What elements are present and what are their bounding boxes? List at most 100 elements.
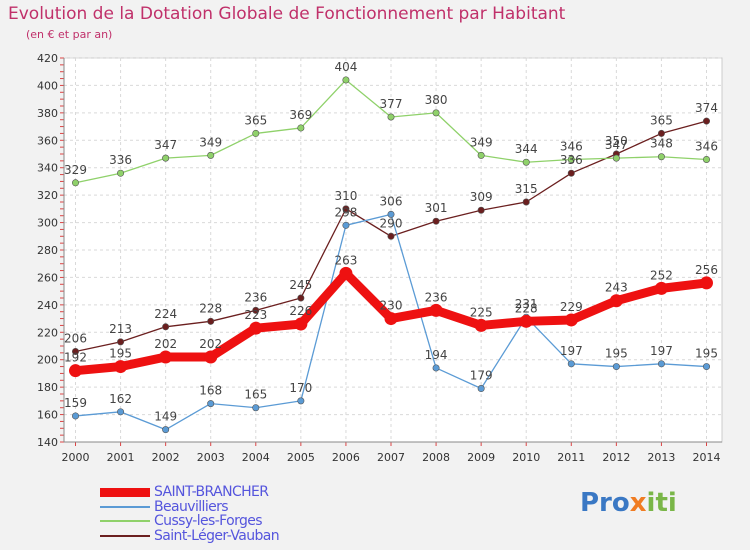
data-point-saint-leger-vauban — [567, 169, 575, 177]
data-label-beauvilliers: 197 — [560, 344, 583, 358]
legend-item-cussy-les-forges: Cussy-les-Forges — [100, 514, 279, 529]
data-label-cussy-les-forges: 349 — [199, 135, 222, 149]
legend-swatch — [100, 534, 150, 537]
legend-label: SAINT-BRANCHER — [154, 484, 269, 501]
data-label-saint-leger-vauban: 309 — [470, 190, 493, 204]
legend-swatch — [100, 487, 150, 497]
x-tick-label: 2005 — [287, 451, 315, 464]
y-tick-label: 240 — [37, 299, 58, 312]
data-point-saint-leger-vauban — [207, 317, 215, 325]
data-label-beauvilliers: 306 — [380, 194, 403, 208]
data-label-cussy-les-forges: 347 — [605, 138, 628, 152]
data-point-saint-brancher — [339, 266, 353, 280]
data-point-cussy-les-forges — [72, 179, 80, 187]
x-tick-label: 2010 — [512, 451, 540, 464]
chart-title: Evolution de la Dotation Globale de Fonc… — [8, 4, 566, 24]
data-point-beauvilliers — [342, 221, 350, 229]
data-label-beauvilliers: 298 — [334, 205, 357, 219]
legend-item-saint-brancher: SAINT-BRANCHER — [100, 485, 279, 500]
y-tick-label: 300 — [37, 217, 58, 230]
data-label-beauvilliers: 197 — [650, 344, 673, 358]
data-label-saint-brancher: 192 — [64, 351, 87, 365]
data-point-beauvilliers — [702, 363, 710, 371]
data-point-cussy-les-forges — [657, 153, 665, 161]
data-label-saint-leger-vauban: 290 — [380, 216, 403, 230]
data-label-saint-leger-vauban: 245 — [289, 278, 312, 292]
y-tick-label: 140 — [37, 436, 58, 449]
data-label-saint-leger-vauban: 350 — [605, 134, 628, 148]
data-point-cussy-les-forges — [567, 155, 575, 163]
data-label-cussy-les-forges: 336 — [109, 153, 132, 167]
x-tick-label: 2002 — [152, 451, 180, 464]
data-label-cussy-les-forges: 346 — [695, 139, 718, 153]
y-tick-label: 160 — [37, 409, 58, 422]
data-point-saint-brancher — [700, 276, 713, 290]
data-label-beauvilliers: 195 — [605, 347, 628, 361]
data-point-saint-leger-vauban — [432, 217, 440, 225]
legend-item-beauvilliers: Beauvilliers — [100, 500, 279, 515]
legend-swatch — [100, 505, 150, 508]
x-tick-label: 2014 — [693, 451, 721, 464]
data-point-saint-leger-vauban — [117, 338, 125, 346]
data-point-cussy-les-forges — [342, 76, 350, 84]
data-point-cussy-les-forges — [297, 124, 305, 132]
data-label-saint-brancher: 252 — [650, 268, 673, 282]
legend-item-saint-leger-vauban: Saint-Léger-Vauban — [100, 529, 280, 544]
data-label-cussy-les-forges: 380 — [425, 93, 448, 107]
data-point-beauvilliers — [612, 363, 620, 371]
data-point-saint-brancher — [474, 318, 488, 332]
data-label-saint-leger-vauban: 310 — [334, 189, 357, 203]
data-point-cussy-les-forges — [612, 154, 620, 162]
data-label-saint-brancher: 263 — [334, 253, 357, 267]
data-label-beauvilliers: 149 — [154, 410, 177, 424]
legend-swatch — [100, 520, 150, 523]
data-label-saint-leger-vauban: 365 — [650, 113, 673, 127]
legend-label: Cussy-les-Forges — [154, 513, 263, 530]
x-tick-label: 2001 — [107, 451, 135, 464]
y-tick-label: 420 — [37, 52, 58, 65]
logo-part-1: Pro — [580, 488, 630, 518]
data-point-cussy-les-forges — [702, 155, 710, 163]
data-label-saint-brancher: 229 — [560, 300, 583, 314]
x-tick-label: 2013 — [647, 451, 675, 464]
y-tick-label: 340 — [37, 162, 58, 175]
data-label-beauvilliers: 165 — [244, 388, 267, 402]
data-label-cussy-les-forges: 348 — [650, 137, 673, 151]
data-label-saint-brancher: 236 — [425, 290, 448, 304]
x-tick-label: 2007 — [377, 451, 405, 464]
data-label-saint-leger-vauban: 315 — [515, 182, 538, 196]
data-label-saint-leger-vauban: 336 — [560, 153, 583, 167]
data-point-saint-brancher — [294, 317, 308, 331]
data-label-saint-brancher: 226 — [289, 304, 312, 318]
legend-label: Beauvilliers — [154, 498, 229, 515]
data-label-saint-brancher: 256 — [695, 263, 718, 277]
data-label-beauvilliers: 179 — [470, 369, 493, 383]
data-label-saint-leger-vauban: 374 — [695, 101, 718, 115]
logo-part-3: iti — [646, 488, 677, 518]
data-label-saint-brancher: 223 — [244, 308, 267, 322]
data-label-beauvilliers: 194 — [425, 348, 448, 362]
data-point-saint-leger-vauban — [297, 294, 305, 302]
logo-part-2: x — [629, 488, 647, 518]
data-label-cussy-les-forges: 346 — [560, 139, 583, 153]
x-tick-label: 2000 — [62, 451, 90, 464]
data-point-saint-leger-vauban — [657, 129, 665, 137]
data-point-cussy-les-forges — [117, 169, 125, 177]
data-point-beauvilliers — [387, 210, 395, 218]
data-label-cussy-les-forges: 349 — [470, 135, 493, 149]
y-tick-label: 280 — [37, 244, 58, 257]
y-tick-label: 320 — [37, 189, 58, 202]
x-tick-label: 2008 — [422, 451, 450, 464]
chart-subtitle: (en € et par an) — [26, 28, 113, 41]
data-point-cussy-les-forges — [252, 129, 260, 137]
data-label-saint-brancher: 202 — [154, 337, 177, 351]
data-point-cussy-les-forges — [522, 158, 530, 166]
data-point-saint-brancher — [114, 360, 128, 374]
x-tick-label: 2006 — [332, 451, 360, 464]
y-tick-label: 180 — [37, 381, 58, 394]
data-point-beauvilliers — [567, 360, 575, 368]
data-label-saint-leger-vauban: 301 — [425, 201, 448, 215]
data-label-saint-leger-vauban: 228 — [199, 301, 222, 315]
data-point-saint-brancher — [69, 364, 82, 378]
